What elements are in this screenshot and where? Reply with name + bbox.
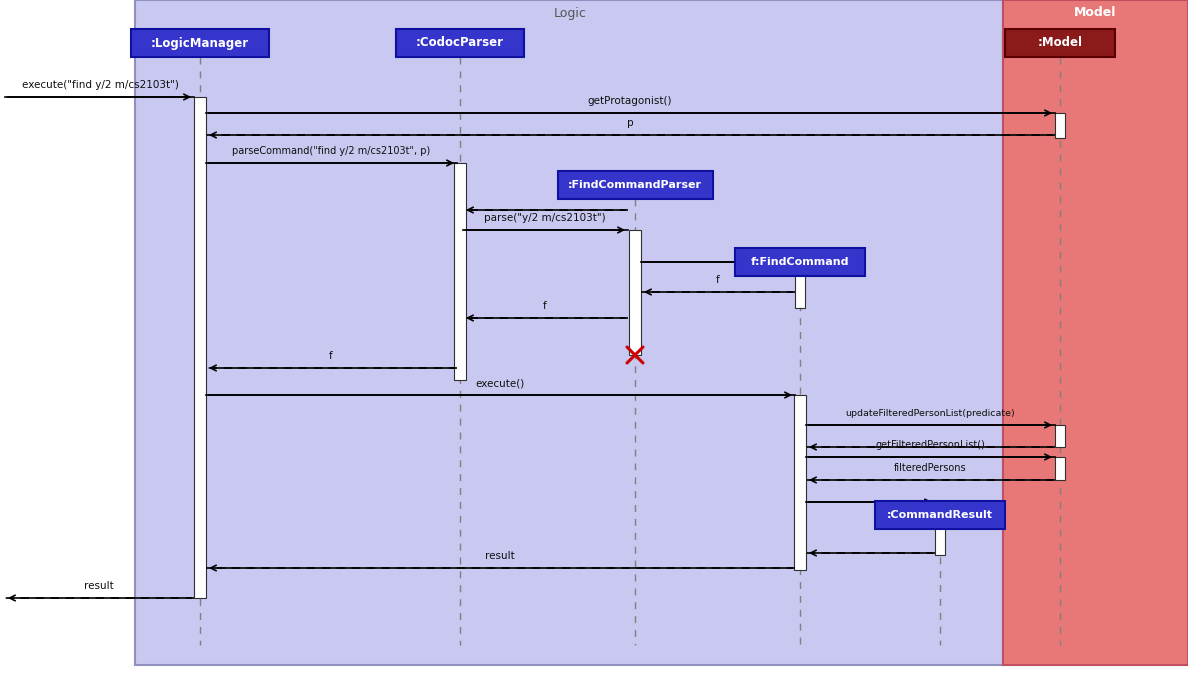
Text: f: f bbox=[716, 275, 720, 285]
Text: execute("find y/2 m/cs2103t"): execute("find y/2 m/cs2103t") bbox=[21, 80, 178, 90]
Bar bbox=[131, 29, 268, 57]
Bar bbox=[396, 29, 524, 57]
Text: getFilteredPersonList(): getFilteredPersonList() bbox=[876, 440, 985, 450]
Text: parse("y/2 m/cs2103t"): parse("y/2 m/cs2103t") bbox=[485, 213, 606, 223]
Bar bbox=[557, 171, 713, 199]
Text: :LogicManager: :LogicManager bbox=[151, 36, 249, 50]
Text: execute(): execute() bbox=[475, 378, 525, 388]
Bar bbox=[454, 163, 466, 380]
Text: getProtagonist(): getProtagonist() bbox=[588, 96, 672, 106]
Text: f: f bbox=[329, 351, 333, 361]
Bar bbox=[628, 230, 642, 355]
Text: filteredPersons: filteredPersons bbox=[893, 463, 966, 473]
Bar bbox=[794, 395, 805, 570]
Bar bbox=[1055, 425, 1064, 447]
Text: :Model: :Model bbox=[1037, 36, 1082, 50]
Bar bbox=[735, 248, 865, 276]
Bar bbox=[194, 97, 206, 598]
Text: result: result bbox=[84, 581, 114, 591]
Text: parseCommand("find y/2 m/cs2103t", p): parseCommand("find y/2 m/cs2103t", p) bbox=[232, 146, 430, 156]
Text: result: result bbox=[485, 551, 514, 561]
Text: f:FindCommand: f:FindCommand bbox=[751, 257, 849, 267]
Bar bbox=[876, 501, 1005, 529]
Bar bbox=[1055, 113, 1064, 138]
Text: p: p bbox=[627, 118, 633, 128]
Text: f: f bbox=[543, 301, 546, 311]
Bar bbox=[795, 262, 805, 308]
Bar bbox=[135, 0, 1003, 665]
Text: :CodocParser: :CodocParser bbox=[416, 36, 504, 50]
Text: Model: Model bbox=[1074, 7, 1117, 20]
Bar bbox=[1055, 457, 1064, 480]
Bar bbox=[1003, 0, 1188, 665]
Text: Logic: Logic bbox=[554, 7, 587, 20]
Text: :FindCommandParser: :FindCommandParser bbox=[568, 180, 702, 190]
Text: :CommandResult: :CommandResult bbox=[887, 510, 993, 520]
Bar bbox=[1005, 29, 1116, 57]
Text: updateFilteredPersonList(predicate): updateFilteredPersonList(predicate) bbox=[845, 409, 1015, 418]
Bar bbox=[935, 502, 944, 555]
